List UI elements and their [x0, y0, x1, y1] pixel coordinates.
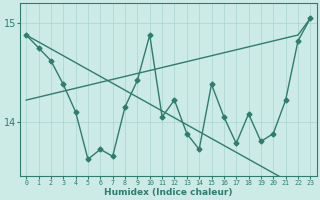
X-axis label: Humidex (Indice chaleur): Humidex (Indice chaleur)	[104, 188, 233, 197]
